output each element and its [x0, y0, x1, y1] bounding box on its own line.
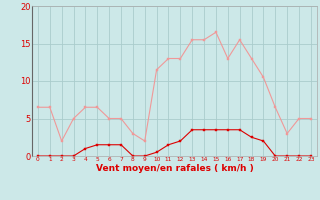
X-axis label: Vent moyen/en rafales ( km/h ): Vent moyen/en rafales ( km/h ): [96, 164, 253, 173]
